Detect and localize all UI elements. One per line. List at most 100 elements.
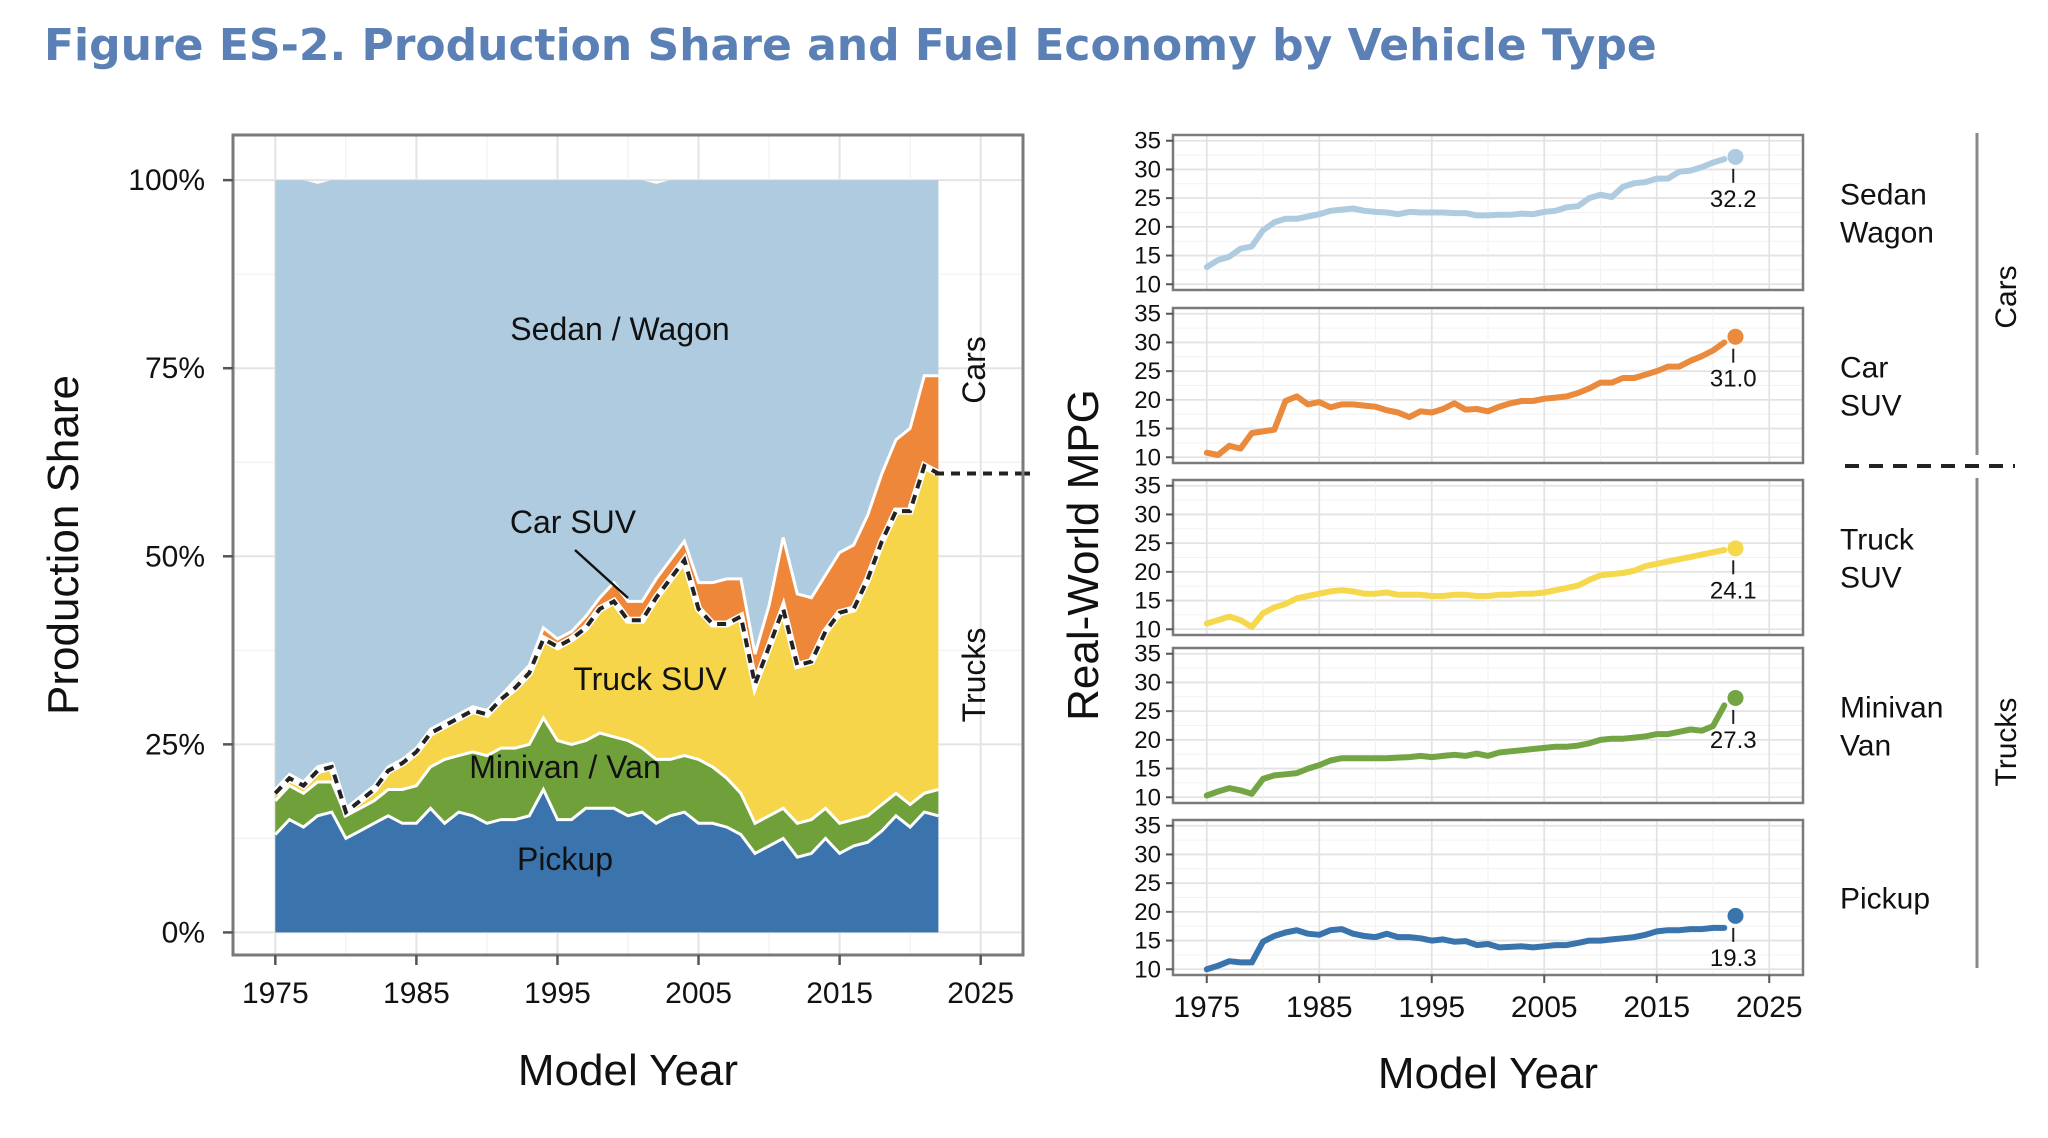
y-tick-label: 20 xyxy=(1134,727,1161,754)
y-tick-label: 25 xyxy=(1134,698,1161,725)
end-point-car-suv xyxy=(1727,328,1744,345)
panel-border xyxy=(1171,478,1805,637)
panel-border xyxy=(1171,818,1805,977)
x-tick-label: 1975 xyxy=(242,977,309,1010)
label-cars: Cars xyxy=(956,336,992,404)
y-tick-label: 25 xyxy=(1134,358,1161,385)
series-line-minivan-van xyxy=(1203,702,1728,799)
y-tick-label: 15 xyxy=(1134,928,1161,955)
strip-label-truck-suv: SUV xyxy=(1840,562,1902,595)
series-line-truck-suv xyxy=(1203,547,1728,630)
y-tick-label: 35 xyxy=(1134,128,1161,155)
y-axis-title: Real-World MPG xyxy=(1059,389,1108,721)
car-suv-leader-line xyxy=(574,549,629,599)
label-car-suv: Car SUV xyxy=(510,504,637,540)
x-tick-label: 2005 xyxy=(665,977,732,1010)
y-tick-label: 15 xyxy=(1134,416,1161,443)
end-value-label-pickup: 19.3 xyxy=(1710,945,1757,972)
y-tick-label: 10 xyxy=(1134,271,1161,298)
x-axis-title: Model Year xyxy=(518,1046,738,1095)
x-tick-label: 1975 xyxy=(1173,991,1240,1024)
x-tick-label: 1985 xyxy=(383,977,450,1010)
y-tick-label: 50% xyxy=(145,540,205,573)
y-tick-label: 30 xyxy=(1134,329,1161,356)
y-tick-label: 10 xyxy=(1134,616,1161,643)
y-tick-label: 35 xyxy=(1134,813,1161,840)
y-tick-label: 100% xyxy=(128,164,205,197)
x-tick-label: 2025 xyxy=(1736,991,1803,1024)
end-value-label-car-suv: 31.0 xyxy=(1710,366,1757,393)
area-car-suv xyxy=(275,375,939,813)
x-tick-label: 2015 xyxy=(806,977,873,1010)
area-minivan-van xyxy=(275,718,939,858)
panel-border xyxy=(1171,646,1805,805)
end-value-label-truck-suv: 24.1 xyxy=(1710,577,1757,604)
area-pickup xyxy=(275,789,939,933)
label-pickup: Pickup xyxy=(517,841,613,877)
figure-title: Figure ES-2. Production Share and Fuel E… xyxy=(44,20,1657,71)
strip-label-pickup: Pickup xyxy=(1840,883,1930,916)
end-point-pickup xyxy=(1727,907,1744,924)
y-tick-label: 25 xyxy=(1134,870,1161,897)
y-tick-label: 30 xyxy=(1134,156,1161,183)
strip-label-sedan-wagon: Wagon xyxy=(1840,217,1934,250)
y-tick-label: 75% xyxy=(145,352,205,385)
x-tick-label: 2015 xyxy=(1623,991,1690,1024)
y-tick-label: 35 xyxy=(1134,641,1161,668)
end-point-sedan-wagon xyxy=(1727,148,1744,165)
y-tick-label: 25 xyxy=(1134,530,1161,557)
x-tick-label: 1985 xyxy=(1286,991,1353,1024)
area-sedan-wagon xyxy=(275,180,939,809)
y-tick-label: 20 xyxy=(1134,387,1161,414)
label-minivan-van: Minivan / Van xyxy=(469,749,661,785)
series-boundary xyxy=(274,715,939,826)
x-tick-label: 1995 xyxy=(524,977,591,1010)
series-line-sedan-wagon xyxy=(1203,156,1728,270)
y-tick-label: 10 xyxy=(1134,784,1161,811)
x-tick-label: 1995 xyxy=(1398,991,1465,1024)
plot-border xyxy=(231,133,1025,957)
y-tick-label: 35 xyxy=(1134,301,1161,328)
strip-label-minivan-van: Van xyxy=(1840,730,1891,763)
end-point-minivan-van xyxy=(1727,689,1744,706)
series-line-pickup xyxy=(1203,924,1728,973)
y-tick-label: 30 xyxy=(1134,841,1161,868)
strip-label-car-suv: SUV xyxy=(1840,390,1902,423)
cars-trucks-divider-halo xyxy=(272,460,941,819)
y-tick-label: 20 xyxy=(1134,214,1161,241)
strip-label-truck-suv: Truck xyxy=(1840,524,1915,557)
x-axis-title: Model Year xyxy=(1378,1049,1598,1098)
panel-border xyxy=(1171,306,1805,465)
y-tick-label: 30 xyxy=(1134,501,1161,528)
y-tick-label: 10 xyxy=(1134,956,1161,983)
y-tick-label: 15 xyxy=(1134,756,1161,783)
y-tick-label: 20 xyxy=(1134,899,1161,926)
end-value-label-minivan-van: 27.3 xyxy=(1710,727,1757,754)
production-share-chart: 0% 25% 50% 75% 100% 1975 1985 1995 2005 2015 2025 M… xyxy=(39,133,1030,1095)
y-tick-label: 25 xyxy=(1134,185,1161,212)
label-sedan-wagon: Sedan / Wagon xyxy=(510,311,729,347)
x-tick-label: 2005 xyxy=(1511,991,1578,1024)
y-tick-label: 25% xyxy=(145,728,205,761)
y-axis-title: Production Share xyxy=(39,375,88,715)
strip-label-minivan-van: Minivan xyxy=(1840,692,1943,725)
y-tick-label: 35 xyxy=(1134,473,1161,500)
group-label-trucks: Trucks xyxy=(1990,698,2023,787)
strip-label-car-suv: Car xyxy=(1840,352,1888,385)
panel-border xyxy=(1171,133,1805,292)
y-tick-label: 20 xyxy=(1134,559,1161,586)
x-tick-label: 2025 xyxy=(947,977,1014,1010)
strip-label-sedan-wagon: Sedan xyxy=(1840,179,1927,212)
fuel-economy-chart: 32.2101520253035SedanWagon31.01015202530… xyxy=(1059,128,2023,1098)
y-tick-label: 10 xyxy=(1134,444,1161,471)
y-tick-label: 30 xyxy=(1134,669,1161,696)
end-point-truck-suv xyxy=(1727,540,1744,557)
area-truck-suv xyxy=(275,466,939,824)
label-truck-suv: Truck SUV xyxy=(573,661,727,697)
